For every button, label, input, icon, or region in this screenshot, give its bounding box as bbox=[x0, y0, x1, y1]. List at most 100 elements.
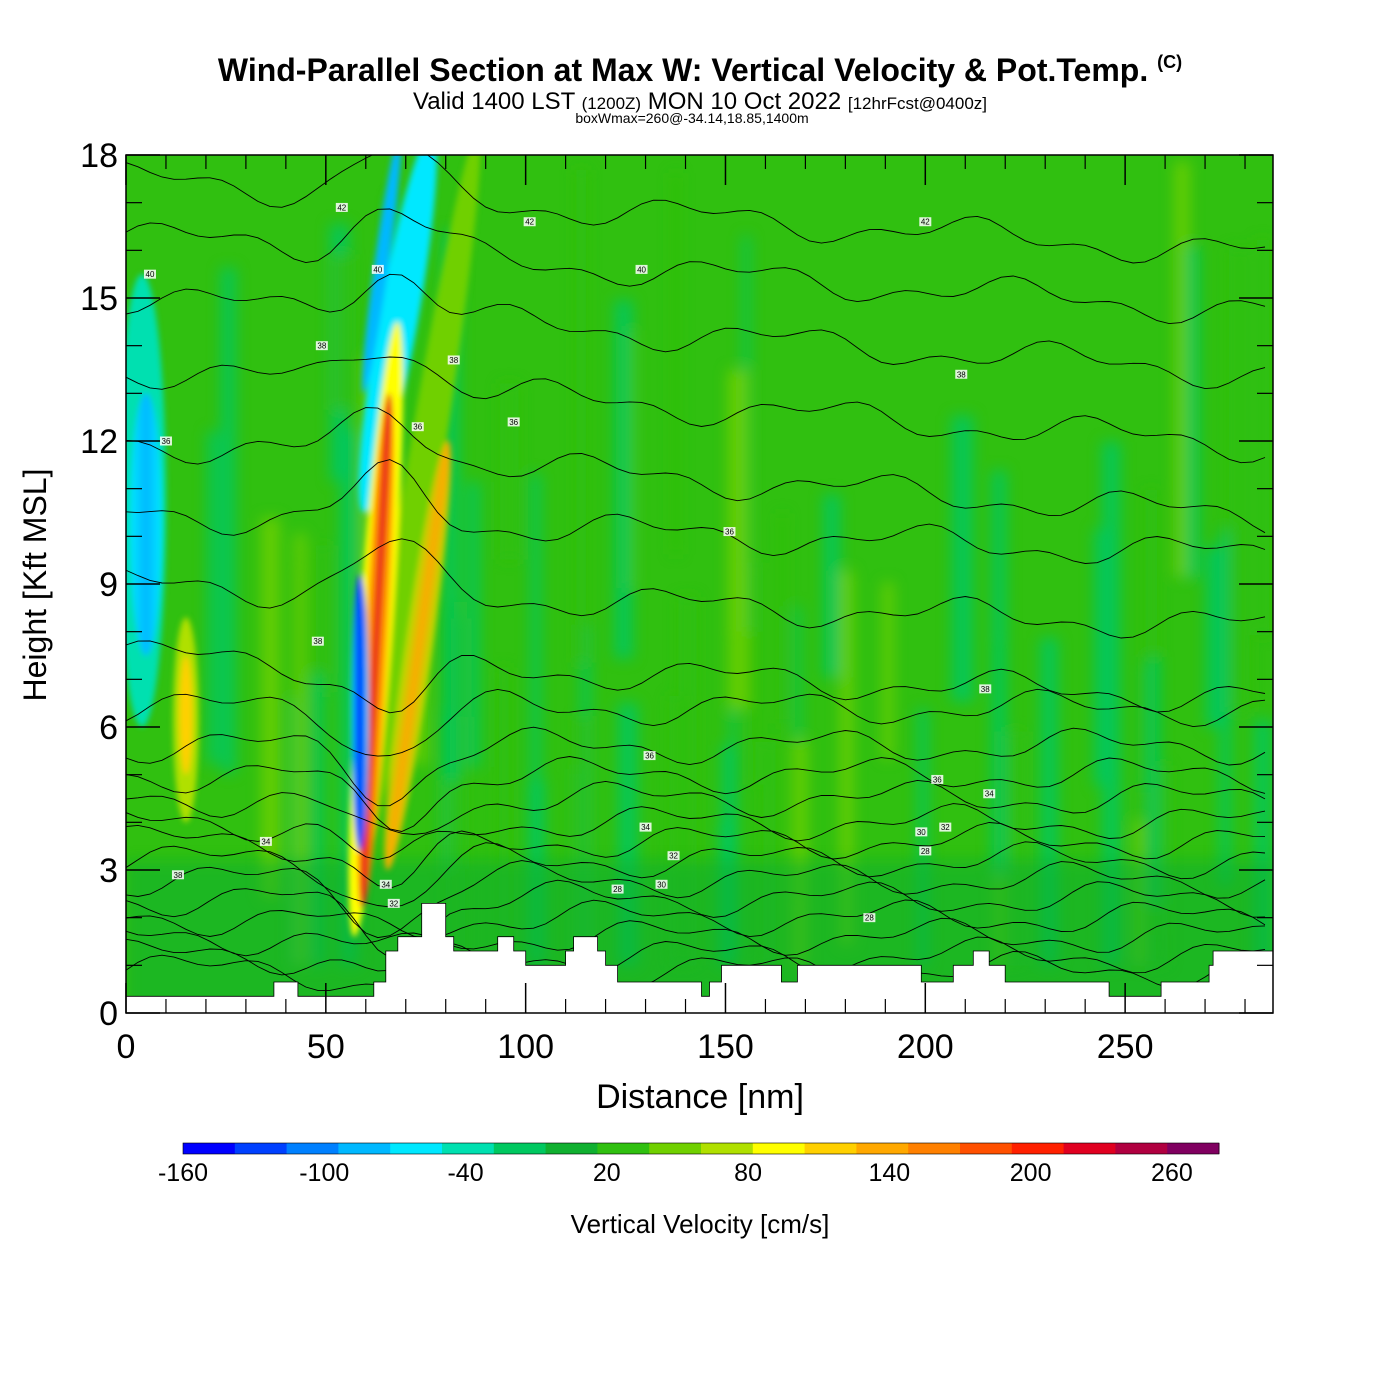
colorbar-frame bbox=[182, 1142, 1220, 1155]
svg-text:38: 38 bbox=[317, 342, 326, 351]
chart-title: Wind-Parallel Section at Max W: Vertical… bbox=[0, 52, 1400, 89]
theta-contour-label: 34 bbox=[983, 789, 996, 799]
field-stripe bbox=[1185, 245, 1200, 579]
theta-contour-label: 36 bbox=[159, 436, 172, 446]
svg-text:34: 34 bbox=[641, 823, 650, 832]
field-stripe bbox=[779, 513, 786, 724]
downdraft-core bbox=[351, 574, 369, 851]
colorbar-swatch bbox=[908, 1143, 961, 1154]
colorbar-tick-label: -40 bbox=[447, 1159, 483, 1187]
theta-contour-label: 32 bbox=[939, 822, 952, 832]
colorbar-swatch bbox=[183, 1143, 236, 1154]
field-stripe bbox=[882, 582, 894, 759]
x-axis-label: Distance [nm] bbox=[596, 1078, 804, 1116]
colorbar-tick-label: -160 bbox=[158, 1159, 208, 1187]
x-tick-label: 250 bbox=[1097, 1028, 1154, 1066]
y-tick-label: 9 bbox=[99, 566, 118, 604]
downdraft-upper bbox=[358, 155, 437, 513]
theta-contour-label: 40 bbox=[635, 264, 648, 274]
theta-contour bbox=[126, 803, 1266, 861]
field-stripe bbox=[917, 708, 929, 966]
theta-contour-label: 40 bbox=[143, 269, 156, 279]
svg-text:36: 36 bbox=[162, 437, 171, 446]
field-stripe bbox=[1148, 656, 1160, 905]
theta-contour bbox=[126, 155, 1266, 264]
y-tick-label: 0 bbox=[99, 995, 118, 1033]
svg-text:28: 28 bbox=[921, 847, 930, 856]
field-stripe bbox=[467, 482, 480, 767]
theta-contour bbox=[126, 688, 1266, 757]
svg-text:40: 40 bbox=[373, 265, 382, 274]
field-stripe bbox=[575, 170, 588, 663]
svg-text:36: 36 bbox=[933, 775, 942, 784]
colorbar-swatch bbox=[649, 1143, 702, 1154]
theta-contour bbox=[126, 841, 1266, 908]
svg-text:34: 34 bbox=[381, 880, 390, 889]
colorbar-swatch bbox=[390, 1143, 443, 1154]
field-stripe bbox=[576, 716, 588, 966]
svg-text:30: 30 bbox=[917, 828, 926, 837]
theta-contour-label: 28 bbox=[919, 846, 932, 856]
theta-contour-label: 38 bbox=[171, 870, 184, 880]
colorbar-tick-label: 20 bbox=[593, 1159, 621, 1187]
svg-text:40: 40 bbox=[146, 270, 155, 279]
theta-contour-label: 34 bbox=[259, 836, 272, 846]
theta-contour-label: 36 bbox=[931, 774, 944, 784]
theta-contour-label: 42 bbox=[335, 202, 348, 212]
theta-contour bbox=[126, 459, 1266, 564]
x-tick-label: 100 bbox=[497, 1028, 554, 1066]
theta-contour-label: 28 bbox=[611, 884, 624, 894]
colorbar-tick-label: 80 bbox=[734, 1159, 762, 1187]
theta-contour-label: 36 bbox=[411, 422, 424, 432]
theta-contour bbox=[126, 640, 1266, 714]
svg-text:34: 34 bbox=[985, 790, 994, 799]
y-tick-label: 6 bbox=[99, 709, 118, 747]
forecast-info: [12hrFcst@0400z] bbox=[847, 94, 988, 113]
field-stripe bbox=[751, 562, 759, 785]
y-axis-label: Height [Kft MSL] bbox=[17, 469, 53, 702]
colorbar-swatch bbox=[442, 1143, 495, 1154]
svg-text:30: 30 bbox=[657, 880, 666, 889]
theta-contour bbox=[126, 756, 1266, 832]
colorbar-swatch bbox=[856, 1143, 909, 1154]
chart-title-text: Wind-Parallel Section at Max W: Vertical… bbox=[217, 52, 1149, 88]
svg-text:28: 28 bbox=[613, 885, 622, 894]
downdraft-upper-core bbox=[361, 155, 402, 394]
field-stripe bbox=[1102, 441, 1121, 966]
theta-contour bbox=[126, 822, 1266, 889]
colorbar-swatch bbox=[234, 1143, 288, 1154]
theta-contour-label: 42 bbox=[523, 217, 536, 227]
colorbar-swatch bbox=[752, 1143, 806, 1154]
field-stripe bbox=[823, 494, 840, 678]
convective-features bbox=[126, 155, 481, 937]
theta-contour-label: 38 bbox=[311, 636, 324, 646]
field-stripe bbox=[1219, 529, 1231, 886]
theta-contour-label: 34 bbox=[639, 822, 652, 832]
field-stripe bbox=[1174, 161, 1190, 578]
colorbar: -160 -100 -40 20 80 140 200 260 bbox=[158, 1142, 1220, 1187]
field-stripe bbox=[332, 254, 351, 410]
y-tick-label: 18 bbox=[80, 137, 118, 175]
terrain-mask bbox=[125, 903, 1274, 1014]
field-stripe bbox=[1228, 248, 1250, 712]
field-stripe bbox=[294, 533, 306, 965]
svg-text:36: 36 bbox=[413, 423, 422, 432]
theta-contour-label: 34 bbox=[379, 879, 392, 889]
field-stripe bbox=[497, 667, 510, 966]
svg-text:32: 32 bbox=[389, 899, 398, 908]
colorbar-swatch bbox=[1063, 1143, 1116, 1154]
colorbar-tick-label: 200 bbox=[1010, 1159, 1052, 1187]
svg-text:32: 32 bbox=[941, 823, 950, 832]
field-stripe bbox=[315, 545, 330, 693]
theta-contour-label: 40 bbox=[371, 264, 384, 274]
valid-time: Valid 1400 LST bbox=[412, 88, 575, 115]
colorbar-tick-label: 260 bbox=[1151, 1159, 1193, 1187]
theta-contour-label: 32 bbox=[667, 851, 680, 861]
field-stripe bbox=[729, 635, 737, 966]
field-stripe bbox=[951, 415, 974, 702]
utc-time: (1200Z) bbox=[581, 94, 642, 113]
theta-contour bbox=[126, 407, 1266, 534]
theta-contour-label: 30 bbox=[915, 827, 928, 837]
field-stripe bbox=[614, 300, 633, 659]
